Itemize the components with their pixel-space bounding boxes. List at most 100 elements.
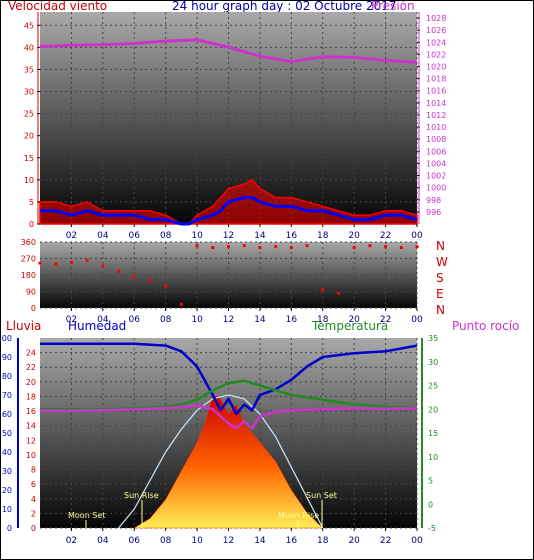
solar-radiation-series — [133, 394, 324, 529]
sun-set-label: Sun Set — [306, 491, 337, 500]
x-tick-label-direction: 10 — [191, 315, 203, 325]
wind-tick-label: 15 — [24, 154, 34, 163]
wind-tick-label: 45 — [24, 21, 34, 30]
direction-point — [148, 279, 152, 282]
direction-point — [289, 246, 293, 249]
wind-tick-label: 30 — [24, 88, 34, 97]
moon-rise-label: Moon Rise — [278, 511, 319, 520]
x-tick-label-temp: 16 — [286, 536, 298, 546]
pressure-tick-label: 996 — [426, 208, 441, 217]
humidity-tick-label: 90 — [2, 353, 12, 362]
direction-point — [368, 244, 372, 248]
x-tick-label-wind: 10 — [191, 231, 203, 241]
wind-speed-axis-label: Velocidad viento — [8, 0, 107, 13]
direction-point — [85, 258, 89, 262]
x-tick-label-wind: 12 — [223, 231, 234, 241]
temperature-tick-label: 5 — [428, 477, 433, 486]
x-tick-label-wind: 02 — [66, 231, 77, 241]
x-tick-label-temp: 14 — [254, 536, 266, 546]
dewpoint-axis-label: Punto rocío — [452, 319, 519, 333]
x-tick-label-direction: 14 — [254, 315, 266, 325]
direction-point — [117, 269, 121, 273]
chart-title: 24 hour graph day : 02 Octubre 2017 — [172, 0, 397, 13]
solar-layer — [118, 394, 324, 529]
x-tick-label-wind: 18 — [317, 231, 329, 241]
humidity-tick-label: 50 — [2, 429, 12, 438]
rain-tick-label: 14 — [26, 422, 36, 431]
direction-tick-label: 360 — [21, 238, 36, 247]
pressure-tick-label: 1008 — [426, 135, 446, 144]
axes-layer: 0510152025303540459969981000100210041006… — [0, 12, 448, 546]
direction-point — [242, 244, 246, 248]
direction-point — [211, 246, 215, 249]
pressure-tick-label: 1002 — [426, 172, 446, 181]
humidity-tick-label: 30 — [2, 467, 12, 476]
temperature-tick-label: 25 — [428, 382, 438, 391]
humidity-tick-label: 100 — [0, 334, 12, 343]
rain-tick-label: 0 — [31, 524, 36, 533]
wind-tick-label: 0 — [29, 220, 34, 229]
x-tick-label-temp: 04 — [97, 536, 109, 546]
direction-point — [54, 262, 58, 266]
temperature-axis-label: Temperatura — [311, 319, 388, 333]
direction-point — [132, 275, 136, 279]
pressure-tick-label: 1006 — [426, 147, 446, 156]
humidity-tick-label: 40 — [2, 448, 12, 457]
humidity-tick-label: 10 — [2, 505, 12, 514]
temperature-tick-label: 30 — [428, 358, 438, 367]
x-tick-label-wind: 14 — [254, 231, 266, 241]
pressure-tick-label: 1022 — [426, 50, 446, 59]
x-tick-label-wind: 20 — [348, 231, 360, 241]
pressure-tick-label: 1010 — [426, 123, 446, 132]
x-tick-label-temp: 06 — [129, 536, 141, 546]
x-tick-label-direction: 16 — [286, 315, 298, 325]
x-tick-label-temp: 18 — [317, 536, 329, 546]
rain-tick-label: 10 — [26, 451, 36, 460]
direction-point — [352, 246, 356, 249]
wind-tick-label: 5 — [29, 198, 34, 207]
x-tick-label-wind: 00 — [411, 231, 423, 241]
x-tick-label-wind: 06 — [129, 231, 141, 241]
pressure-tick-label: 1016 — [426, 87, 446, 96]
temperature-tick-label: -5 — [428, 524, 436, 533]
direction-point — [164, 284, 168, 288]
x-tick-label-wind: 04 — [97, 231, 109, 241]
pressure-tick-label: 1028 — [426, 14, 446, 23]
direction-point — [415, 245, 419, 249]
rain-tick-label: 24 — [26, 349, 36, 358]
x-tick-label-temp: 02 — [66, 536, 77, 546]
temperature-tick-label: 35 — [428, 334, 438, 343]
rain-tick-label: 8 — [31, 466, 36, 475]
rain-axis-label: Lluvia — [6, 319, 41, 333]
direction-point — [179, 302, 183, 306]
direction-point — [101, 264, 105, 268]
pressure-tick-label: 1014 — [426, 99, 446, 108]
direction-point — [399, 246, 403, 249]
pressure-tick-label: 1012 — [426, 111, 446, 120]
x-tick-label-direction: 12 — [223, 315, 234, 325]
direction-point — [321, 288, 325, 292]
rain-tick-label: 12 — [26, 436, 36, 445]
humidity-tick-label: 80 — [2, 372, 12, 381]
rain-tick-label: 6 — [31, 480, 36, 489]
x-tick-label-direction: 04 — [97, 315, 109, 325]
rain-tick-label: 20 — [26, 378, 36, 387]
temperature-tick-label: 10 — [428, 453, 438, 462]
humidity-axis-label: Humedad — [68, 319, 126, 333]
wind-average-series — [40, 196, 418, 226]
x-tick-label-temp: 12 — [223, 536, 234, 546]
temperature-tick-label: 15 — [428, 429, 438, 438]
compass-label: W — [436, 255, 448, 269]
humidity-tick-label: 60 — [2, 410, 12, 419]
x-tick-label-wind: 08 — [160, 231, 172, 241]
x-tick-label-direction: 06 — [129, 315, 141, 325]
pressure-tick-label: 1000 — [426, 184, 446, 193]
pressure-series — [39, 38, 418, 64]
humidity-series — [40, 342, 418, 416]
x-tick-label-wind: 22 — [380, 231, 391, 241]
pressure-tick-label: 1020 — [426, 63, 446, 72]
temperature-tick-label: 20 — [428, 405, 438, 414]
direction-point — [258, 246, 262, 249]
humidity-tick-label: 0 — [7, 524, 12, 533]
